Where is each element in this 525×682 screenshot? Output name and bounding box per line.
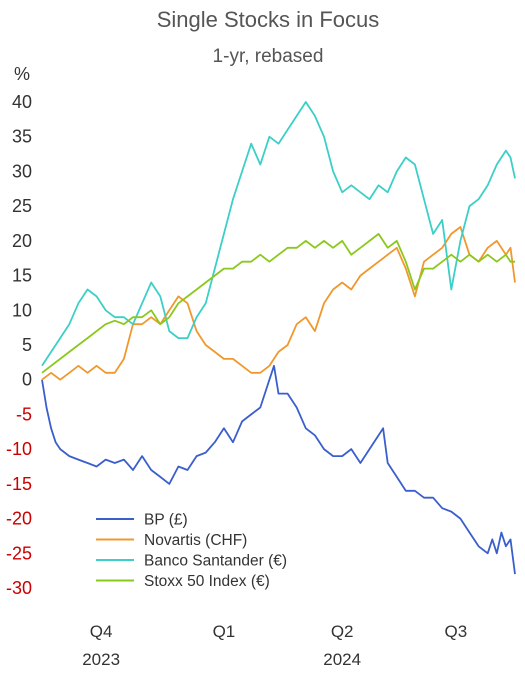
- series-line-3: [41, 232, 515, 374]
- series-lines: [41, 101, 516, 575]
- x-year-label: 2023: [82, 650, 120, 669]
- legend-label: Novartis (CHF): [144, 532, 247, 549]
- x-axis-labels: Q4 Q1 Q2 Q3 2023 2024: [82, 622, 467, 669]
- x-quarter-label: Q1: [213, 622, 236, 641]
- y-tick-label: -15: [6, 474, 32, 494]
- chart-title: Single Stocks in Focus: [157, 7, 380, 32]
- legend-label: Banco Santander (€): [144, 553, 287, 570]
- y-tick-label: 5: [22, 335, 32, 355]
- y-tick-label: 25: [12, 196, 32, 216]
- y-tick-label: -5: [16, 404, 32, 424]
- legend-label: BP (£): [144, 512, 188, 529]
- y-tick-label: 40: [12, 92, 32, 112]
- y-tick-label: 35: [12, 127, 32, 147]
- legend-label: Stoxx 50 Index (€): [144, 573, 270, 590]
- y-tick-label: 0: [22, 370, 32, 390]
- chart-subtitle: 1-yr, rebased: [213, 46, 324, 67]
- y-tick-label: -10: [6, 439, 32, 459]
- x-year-label: 2024: [323, 650, 361, 669]
- series-line-0: [41, 364, 516, 575]
- y-tick-label: 15: [12, 266, 32, 286]
- y-tick-label: 20: [12, 231, 32, 251]
- series-line-2: [41, 101, 516, 367]
- x-quarter-label: Q3: [445, 622, 468, 641]
- y-tick-label: -30: [6, 578, 32, 598]
- series-line-1: [41, 226, 516, 381]
- y-tick-label: 10: [12, 300, 32, 320]
- y-tick-label: 30: [12, 161, 32, 181]
- legend: BP (£) Novartis (CHF) Banco Santander (€) S…: [96, 512, 287, 590]
- x-quarter-label: Q2: [331, 622, 354, 641]
- y-axis-ticks: 40 35 30 25 20 15 10 5 0 -5 -10 -15 -20 -25 -30: [6, 92, 32, 598]
- y-tick-label: -20: [6, 509, 32, 529]
- y-tick-label: -25: [6, 543, 32, 563]
- y-axis-unit-label: %: [14, 64, 30, 84]
- x-quarter-label: Q4: [90, 622, 113, 641]
